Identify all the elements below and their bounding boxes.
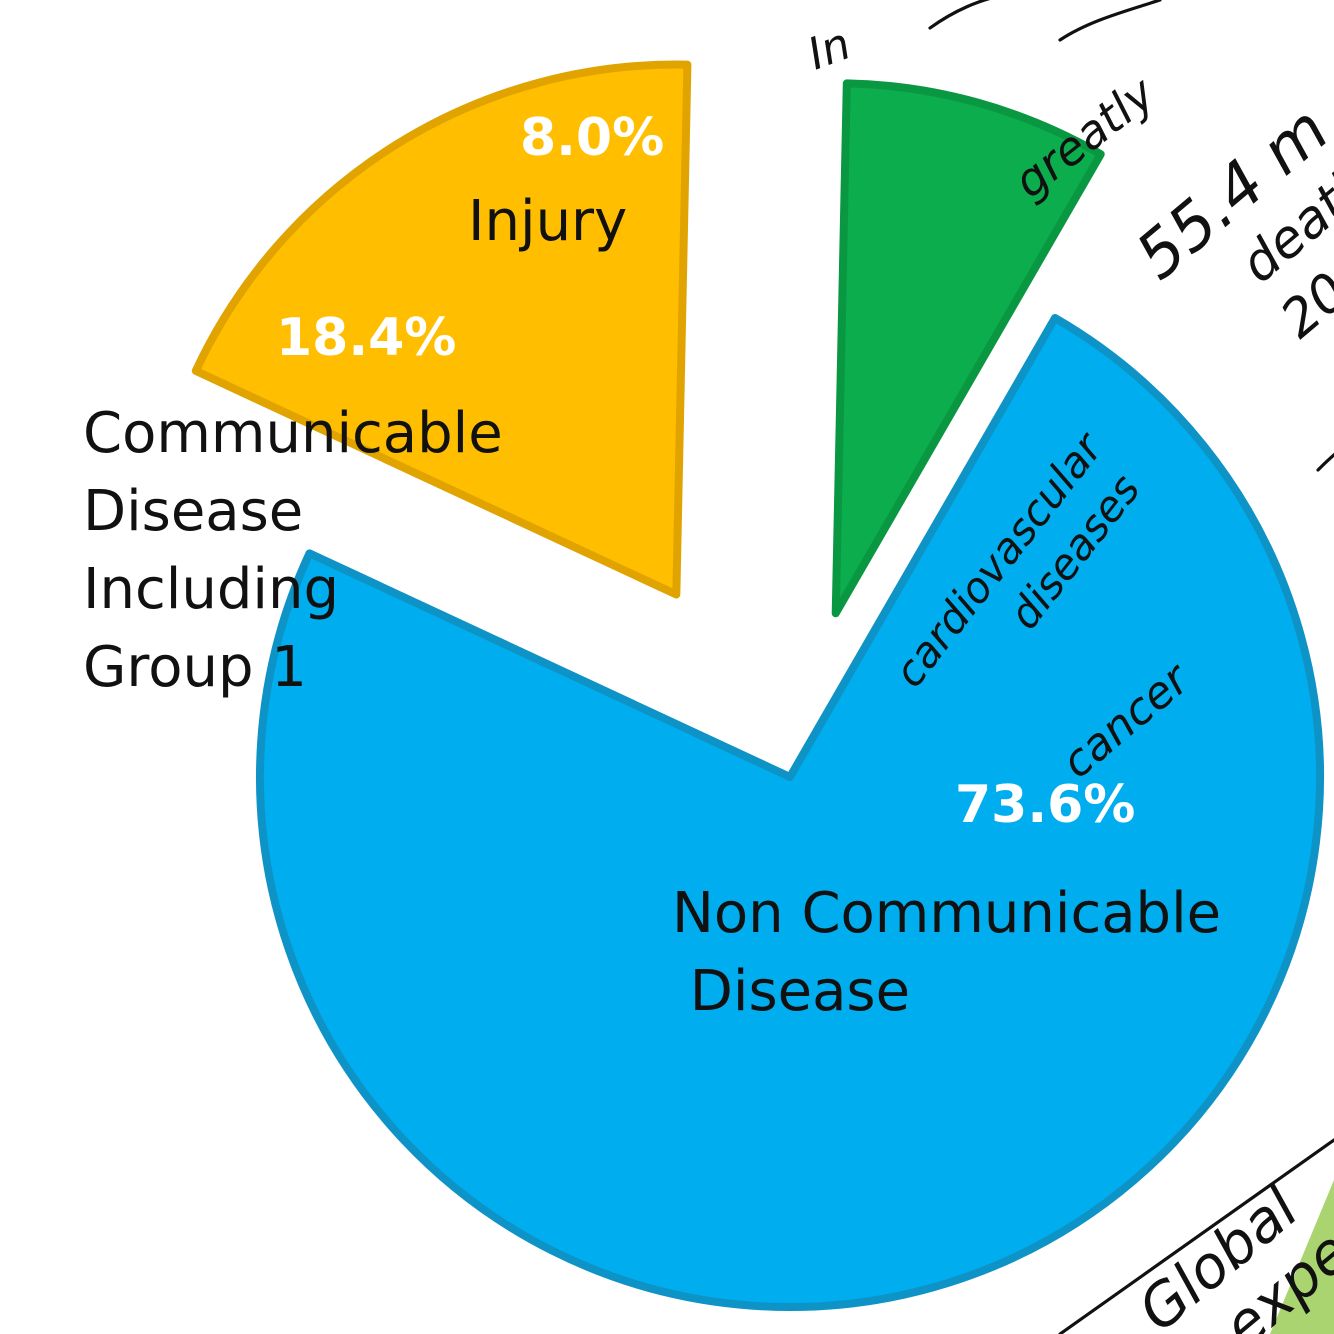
slice-value-label-2: 18.4%	[276, 308, 456, 368]
slice-name-line: Communicable	[83, 401, 503, 466]
corner-line	[1058, 1138, 1334, 1334]
slice-name-line: Group 1	[83, 635, 307, 700]
slice-value-label-1: 73.6%	[955, 775, 1135, 835]
slice-name-label-2: Communicable Disease Including Group 1	[83, 401, 503, 700]
slice-name-line: Disease	[672, 959, 910, 1024]
slice-value-label-3: 8.0%	[520, 108, 664, 168]
slice-name-line: Injury	[468, 189, 627, 254]
pie-slice-1	[256, 314, 1324, 1311]
note-stroke-top	[928, 0, 991, 30]
pie-slice-2	[191, 60, 692, 599]
slice-name-line: Including	[83, 557, 339, 622]
slice-name-line: Non Communicable	[672, 881, 1221, 946]
pie-labels: 73.6% Non Communicable Disease 18.4% Commun…	[83, 108, 1221, 1024]
corner-accent	[1270, 1180, 1334, 1334]
slice-name-label-1: Non Communicable Disease	[672, 881, 1221, 1024]
note-in: In	[801, 18, 857, 80]
slice-name-line: Disease	[83, 479, 303, 544]
slice-name-label-3: Injury	[468, 189, 627, 254]
note-stroke-mid	[1316, 452, 1334, 472]
pie-slices	[191, 60, 1324, 1311]
note-stroke-top2	[1058, 0, 1162, 42]
pie-slice-3	[831, 79, 1105, 618]
